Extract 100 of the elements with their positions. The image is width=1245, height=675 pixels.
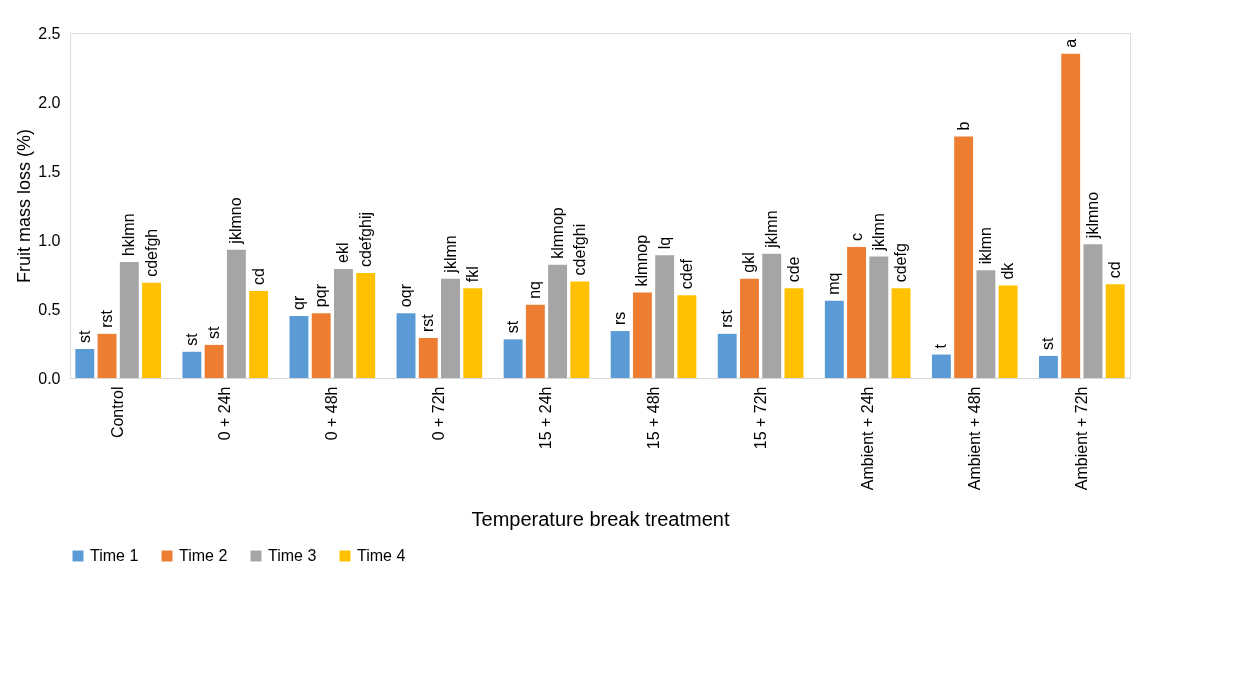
bar (784, 288, 804, 378)
y-axis-title: Fruit mass loss (%) (14, 128, 35, 284)
bar (463, 288, 483, 378)
bar (717, 333, 737, 378)
bar (249, 291, 269, 378)
data-label: cd (1106, 261, 1124, 279)
y-tick-label: 0.5 (38, 300, 61, 318)
data-label: b (954, 121, 972, 131)
bar (333, 268, 353, 378)
data-label: hklmn (120, 213, 138, 257)
bar (418, 337, 438, 378)
x-tick-label: 0 + 72h (430, 386, 448, 441)
legend-label: Time 3 (268, 547, 317, 564)
bar (655, 255, 675, 378)
data-label: jklmn (762, 210, 780, 249)
data-label: cd (249, 268, 267, 286)
data-label: cdef (677, 258, 695, 290)
x-tick-label: 15 + 24h (537, 386, 555, 450)
data-label: st (1039, 336, 1057, 350)
bar (1083, 244, 1103, 378)
data-label: cdefghi (570, 223, 588, 276)
data-label: jklmn (869, 213, 887, 252)
bar (632, 292, 652, 378)
data-label: gkl (740, 252, 758, 273)
y-tick-label: 0.0 (38, 369, 61, 387)
data-label: pqr (312, 283, 330, 308)
bar (356, 273, 376, 378)
data-label: iklmn (976, 227, 994, 265)
bar (311, 313, 331, 378)
data-label: jklmn (441, 235, 459, 274)
bar (976, 270, 996, 378)
bar (289, 315, 309, 378)
bar (570, 281, 590, 378)
data-label: rst (718, 309, 736, 328)
data-label: a (1061, 38, 1079, 48)
bar (954, 136, 974, 378)
data-label: jklmno (227, 197, 245, 245)
x-axis-title: Temperature break treatment (471, 508, 730, 531)
bar (204, 344, 224, 378)
x-tick-label: 0 + 48h (323, 386, 341, 441)
bar (525, 304, 545, 378)
data-label: st (75, 330, 93, 344)
y-tick-label: 1.0 (38, 231, 61, 249)
data-label: st (504, 320, 522, 334)
bar (548, 264, 568, 378)
data-label: cdefg (892, 243, 910, 283)
legend-label: Time 2 (179, 547, 228, 564)
data-label: jklmno (1083, 191, 1101, 240)
data-label: klmnop (633, 234, 651, 287)
bar (998, 285, 1018, 378)
bar (226, 249, 246, 378)
bar (1038, 355, 1058, 378)
bar (931, 354, 951, 378)
data-label: ekl (334, 242, 352, 263)
data-label: cde (784, 256, 802, 283)
bar (503, 339, 523, 378)
bar (610, 331, 630, 378)
bar (441, 278, 460, 378)
data-label: dk (999, 261, 1017, 280)
bar (142, 282, 162, 378)
data-label: fkl (463, 266, 481, 283)
data-label: rst (98, 309, 116, 328)
bar (891, 288, 911, 378)
data-label: cdefgh (142, 228, 160, 277)
bar (740, 278, 759, 378)
bar (677, 295, 697, 378)
x-tick-label: Ambient + 72h (1072, 386, 1090, 491)
data-label: qr (289, 295, 307, 310)
y-tick-label: 2.0 (38, 93, 61, 111)
x-tick-label: Ambient + 48h (965, 386, 983, 491)
bar (762, 253, 782, 378)
data-label: st (182, 332, 200, 346)
data-label: t (932, 343, 950, 349)
bar (182, 351, 202, 378)
bar (847, 246, 867, 378)
bar (1061, 53, 1081, 378)
bar (97, 333, 117, 378)
bar (75, 349, 95, 378)
data-label: rs (611, 311, 629, 326)
x-tick-label: Control (109, 386, 127, 439)
data-label: lq (655, 236, 673, 250)
bar (119, 262, 139, 378)
bar (869, 256, 889, 378)
x-tick-label: 15 + 48h (644, 386, 662, 450)
bar (396, 313, 416, 378)
x-tick-label: 15 + 72h (751, 386, 769, 450)
bar (1105, 284, 1125, 378)
x-tick-label: 0 + 24h (216, 386, 234, 441)
legend-label: Time 1 (90, 547, 139, 564)
legend-label: Time 4 (357, 547, 406, 564)
data-label: oqr (397, 283, 415, 308)
data-label: mq (825, 272, 843, 295)
data-label: c (847, 232, 865, 241)
data-label: nq (526, 281, 544, 299)
bar (824, 300, 844, 378)
y-tick-label: 1.5 (38, 162, 61, 180)
x-tick-label: Ambient + 24h (858, 386, 876, 491)
y-tick-label: 2.5 (38, 24, 61, 42)
data-label: rst (419, 313, 437, 332)
data-label: st (205, 325, 223, 339)
